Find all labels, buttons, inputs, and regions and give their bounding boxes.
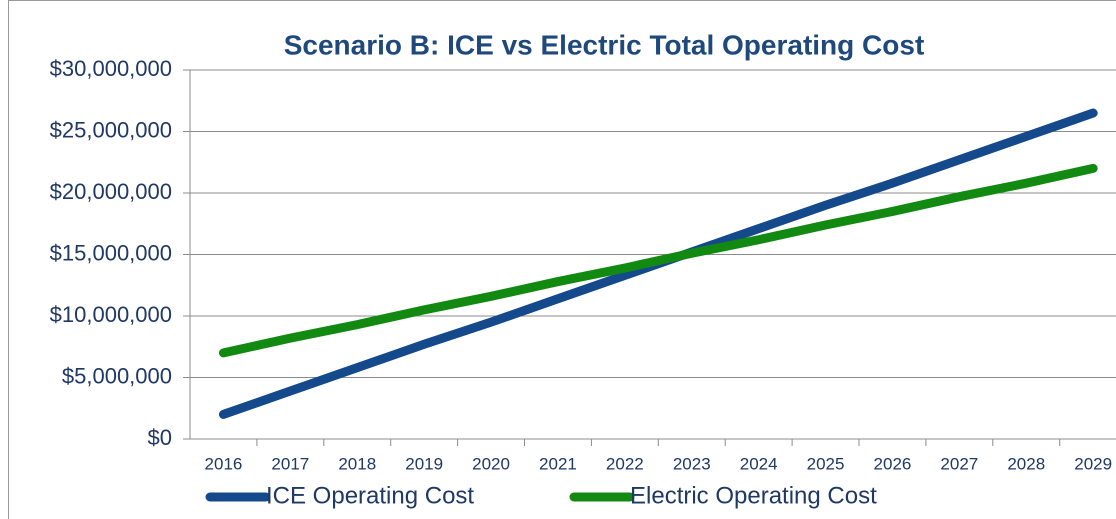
y-tick-label: $30,000,000 xyxy=(50,56,172,81)
legend-label: Electric Operating Cost xyxy=(630,482,877,509)
x-tick-label: 2025 xyxy=(807,454,845,473)
x-tick-label: 2019 xyxy=(405,454,443,473)
x-tick-label: 2028 xyxy=(1007,454,1045,473)
y-tick-label: $15,000,000 xyxy=(50,240,172,265)
y-tick-label: $10,000,000 xyxy=(50,302,172,327)
x-tick-label: 2018 xyxy=(338,454,376,473)
x-tick-label: 2026 xyxy=(874,454,912,473)
series-line xyxy=(218,163,1098,358)
x-tick-label: 2022 xyxy=(606,454,644,473)
x-tick-label: 2029 xyxy=(1074,454,1112,473)
legend-label: ICE Operating Cost xyxy=(266,482,474,509)
x-tick-label: 2021 xyxy=(539,454,577,473)
chart-title: Scenario B: ICE vs Electric Total Operat… xyxy=(284,29,925,60)
x-tick-label: 2027 xyxy=(940,454,978,473)
x-tick-label: 2020 xyxy=(472,454,510,473)
y-tick-label: $25,000,000 xyxy=(50,117,172,142)
x-tick-label: 2016 xyxy=(205,454,243,473)
x-tick-label: 2017 xyxy=(271,454,309,473)
y-tick-label: $5,000,000 xyxy=(62,363,172,388)
y-tick-label: $0 xyxy=(148,425,172,450)
x-tick-label: 2024 xyxy=(740,454,778,473)
x-tick-label: 2023 xyxy=(673,454,711,473)
y-tick-label: $20,000,000 xyxy=(50,179,172,204)
